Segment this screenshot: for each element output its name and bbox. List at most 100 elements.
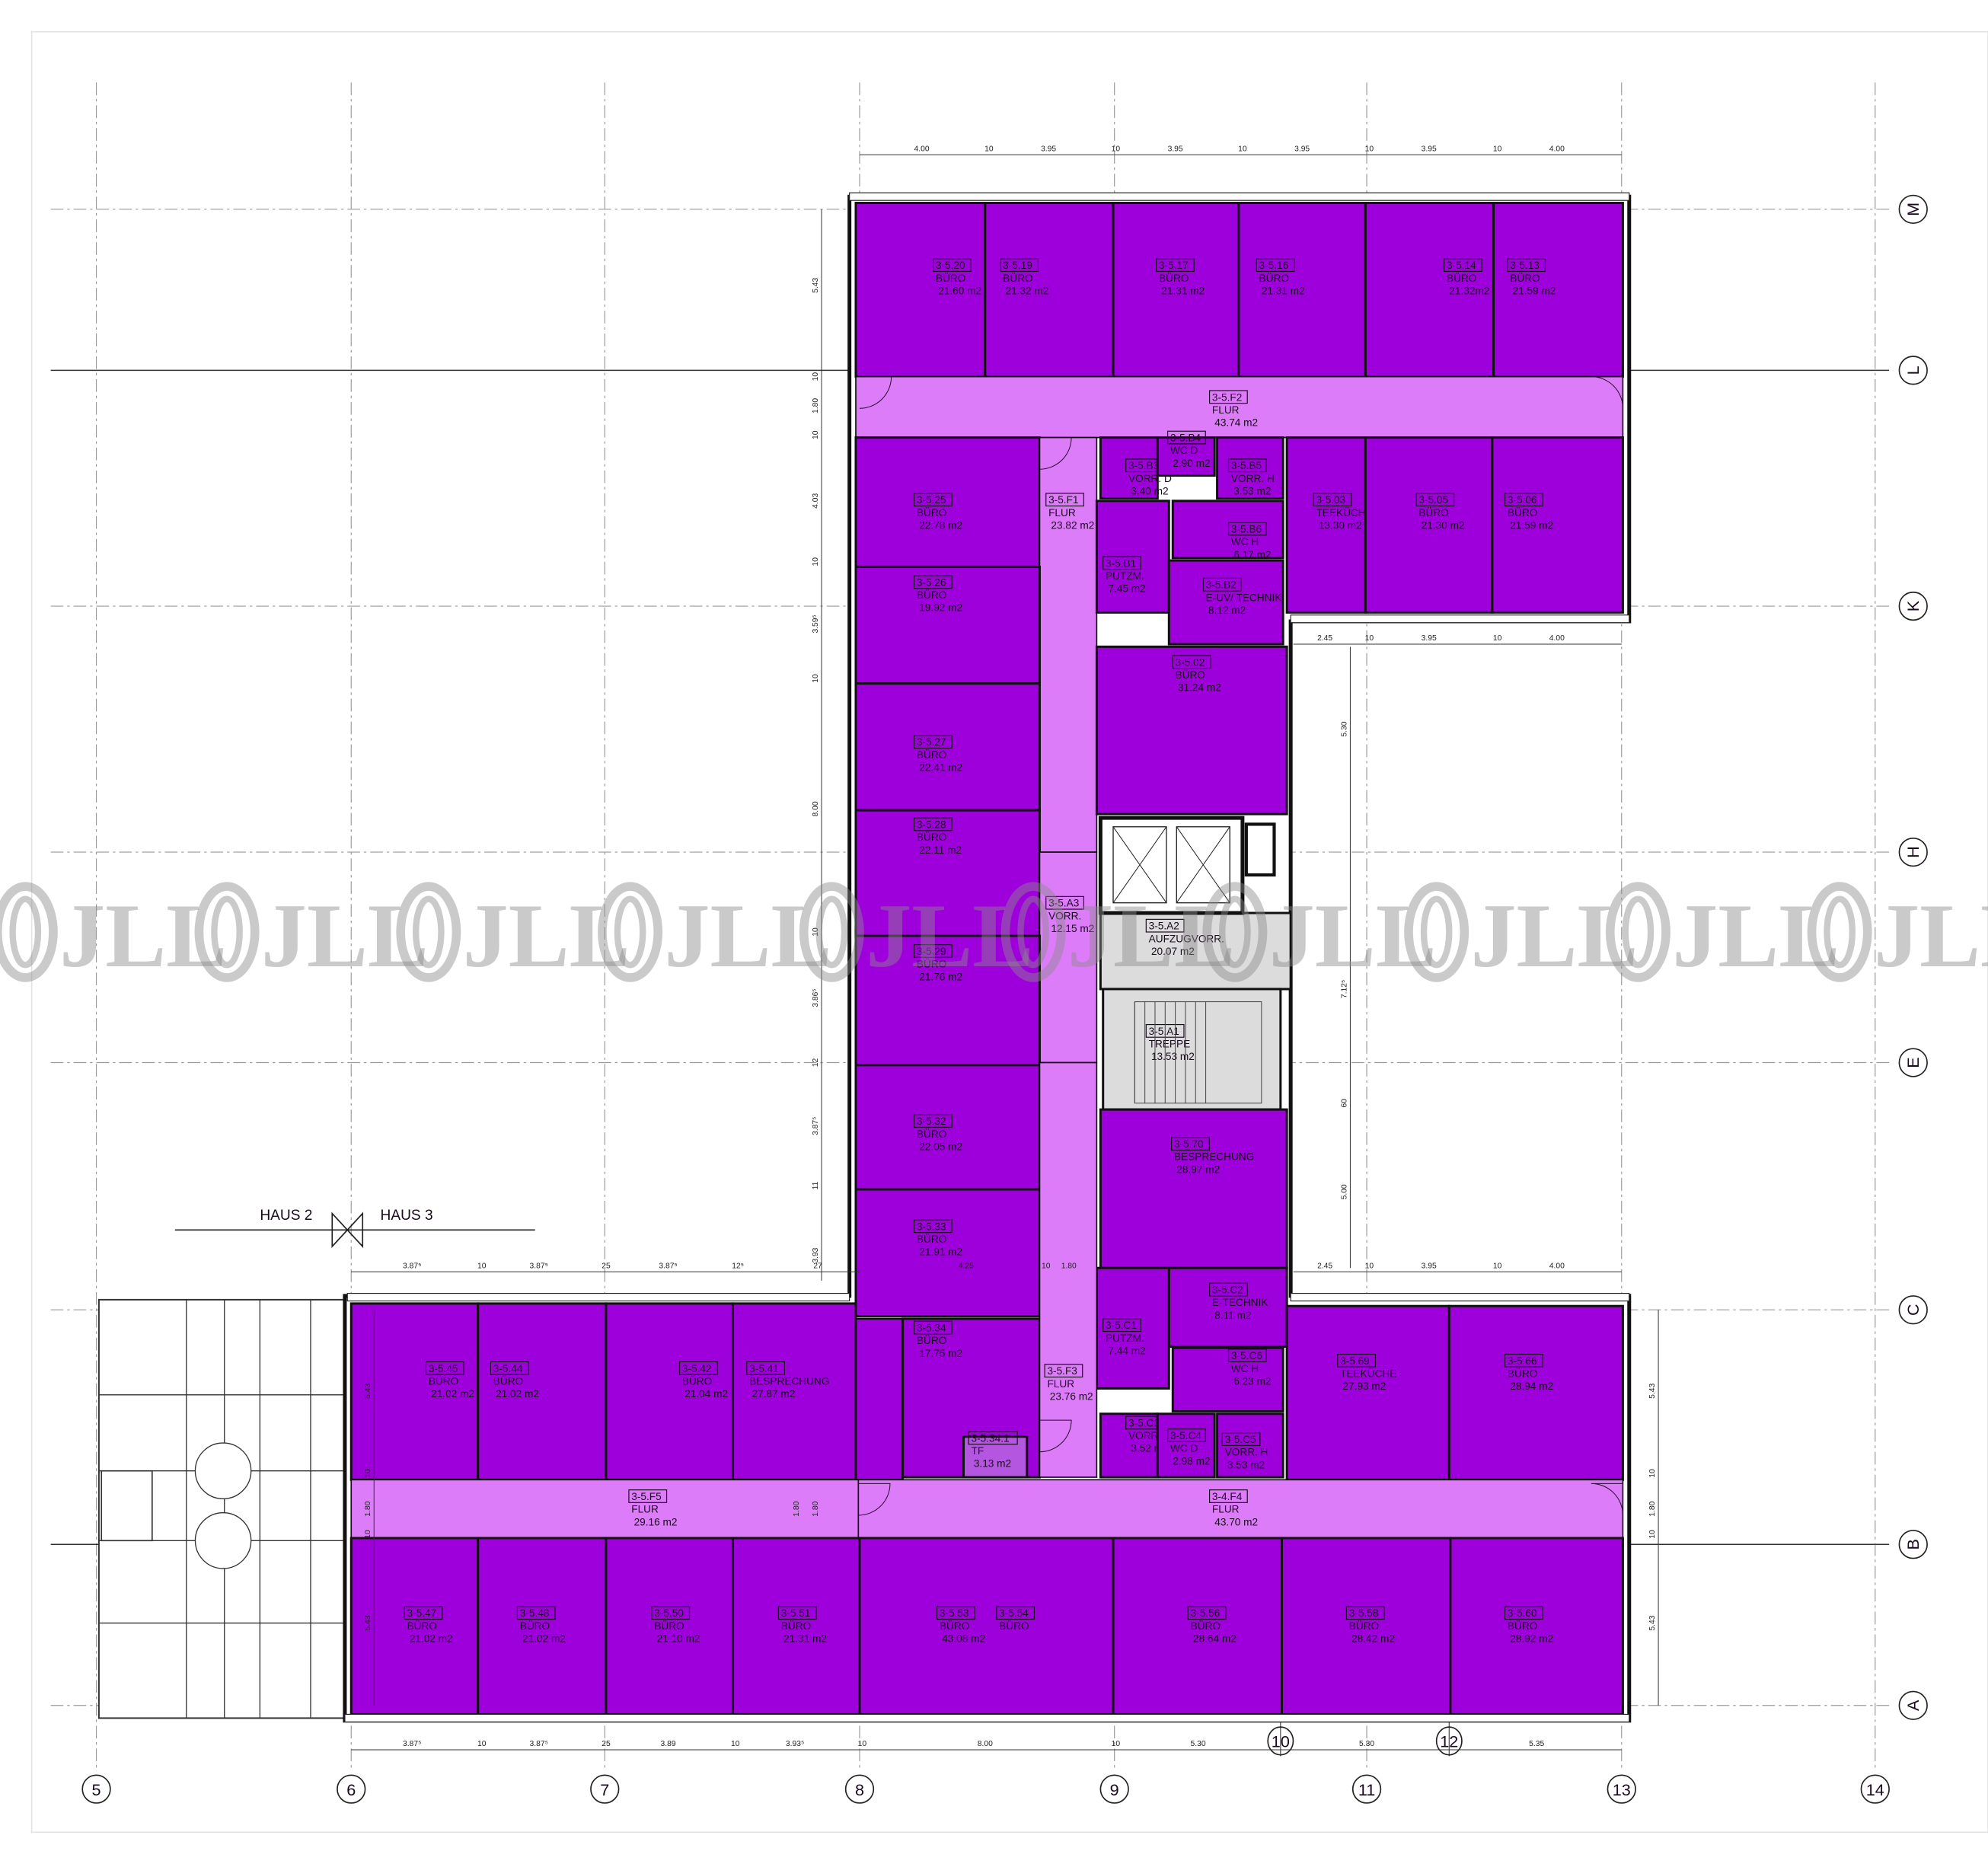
room-type: BÜRO	[940, 1620, 969, 1632]
room-area-value: 21.59 m2	[1513, 285, 1556, 296]
room-id-box	[746, 1361, 785, 1375]
room-id-box	[1167, 1428, 1206, 1442]
dimension-label: 10	[984, 145, 994, 153]
room-id-box	[1167, 430, 1206, 445]
door-swing-icon	[858, 1483, 891, 1516]
room-id: 3-5.C3	[1128, 1417, 1160, 1428]
room-type: TEEKÜCHE	[1340, 1368, 1396, 1379]
room-id: 3-5.48	[520, 1607, 550, 1619]
room-area	[1099, 1412, 1159, 1479]
room-area-value: 8.12 m2	[1208, 605, 1246, 616]
room-id-box	[1187, 1606, 1227, 1620]
room[interactable]: 3-5.C4 WC D2.98 m2	[1156, 1412, 1216, 1479]
room-id-box	[914, 817, 953, 831]
room-area-value: 3.13 m2	[974, 1458, 1011, 1470]
room-id: 3-5.02	[1176, 656, 1205, 668]
watermark-text: JLL	[261, 885, 429, 986]
dimension-label: 3.95	[1422, 145, 1437, 153]
room-type: BÜRO	[917, 1128, 946, 1140]
room-area-value: 6.17 m2	[1233, 549, 1271, 560]
axis-bubble	[844, 1774, 875, 1804]
room-id: 3-5.C2	[1212, 1285, 1243, 1296]
axis-label-row: A	[1903, 1700, 1923, 1711]
room[interactable]: 3-5.C6 WC H6.23 m2	[1171, 1346, 1284, 1412]
room-area	[1099, 911, 1292, 991]
room[interactable]: 3-5.C1 PUTZM.7.44 m2	[1095, 1266, 1170, 1390]
dimension-label: 2.45	[1317, 634, 1332, 643]
dimension-label: 3.87⁵	[403, 1740, 421, 1748]
room[interactable]: 3-5.C5 VORR. H3.53 m2	[1216, 1412, 1284, 1479]
dimension-label: 4.25	[959, 1262, 974, 1270]
dimension-label: 12	[812, 1058, 820, 1068]
room-id: 3-5.C1	[1106, 1320, 1137, 1331]
axis-bubble	[1898, 1690, 1928, 1720]
dimension-label: 5.30	[1340, 721, 1348, 736]
room-area-value: 29.16 m2	[634, 1516, 678, 1527]
room[interactable]: 3-5.C2E-TECHNIK 8.11 m2	[1167, 1266, 1288, 1349]
room-id: 3-5.45	[429, 1363, 458, 1374]
watermark-text: JLL	[1269, 885, 1437, 986]
axis-label-row: K	[1903, 600, 1923, 611]
room-id: 3-5.B1	[1106, 557, 1136, 569]
jll-logo-mark-icon	[1404, 882, 1469, 982]
axis-bubble	[1898, 1048, 1928, 1077]
room-id: 3-4.F4	[1212, 1491, 1243, 1502]
dimension-label: 5.43	[812, 277, 820, 292]
dimension-label: 10	[858, 1740, 867, 1748]
room[interactable]: 3-5.B2E-UV/ TECHNIK 8.12 m2	[1167, 559, 1284, 646]
room-id: 3-5.C6	[1231, 1350, 1262, 1361]
room-id: 3-5.13	[1510, 260, 1540, 271]
room-type: BÜRO	[1508, 1620, 1537, 1632]
room-id: 3-5.60	[1508, 1607, 1537, 1619]
room-fill	[854, 1317, 904, 1481]
room[interactable]: 3-5.B5 VORR. H 3.53 m2	[1216, 436, 1284, 500]
room-type: BÜRO	[917, 1234, 946, 1245]
jll-logo-mark-icon	[396, 882, 461, 982]
room-id-box	[1313, 493, 1352, 507]
